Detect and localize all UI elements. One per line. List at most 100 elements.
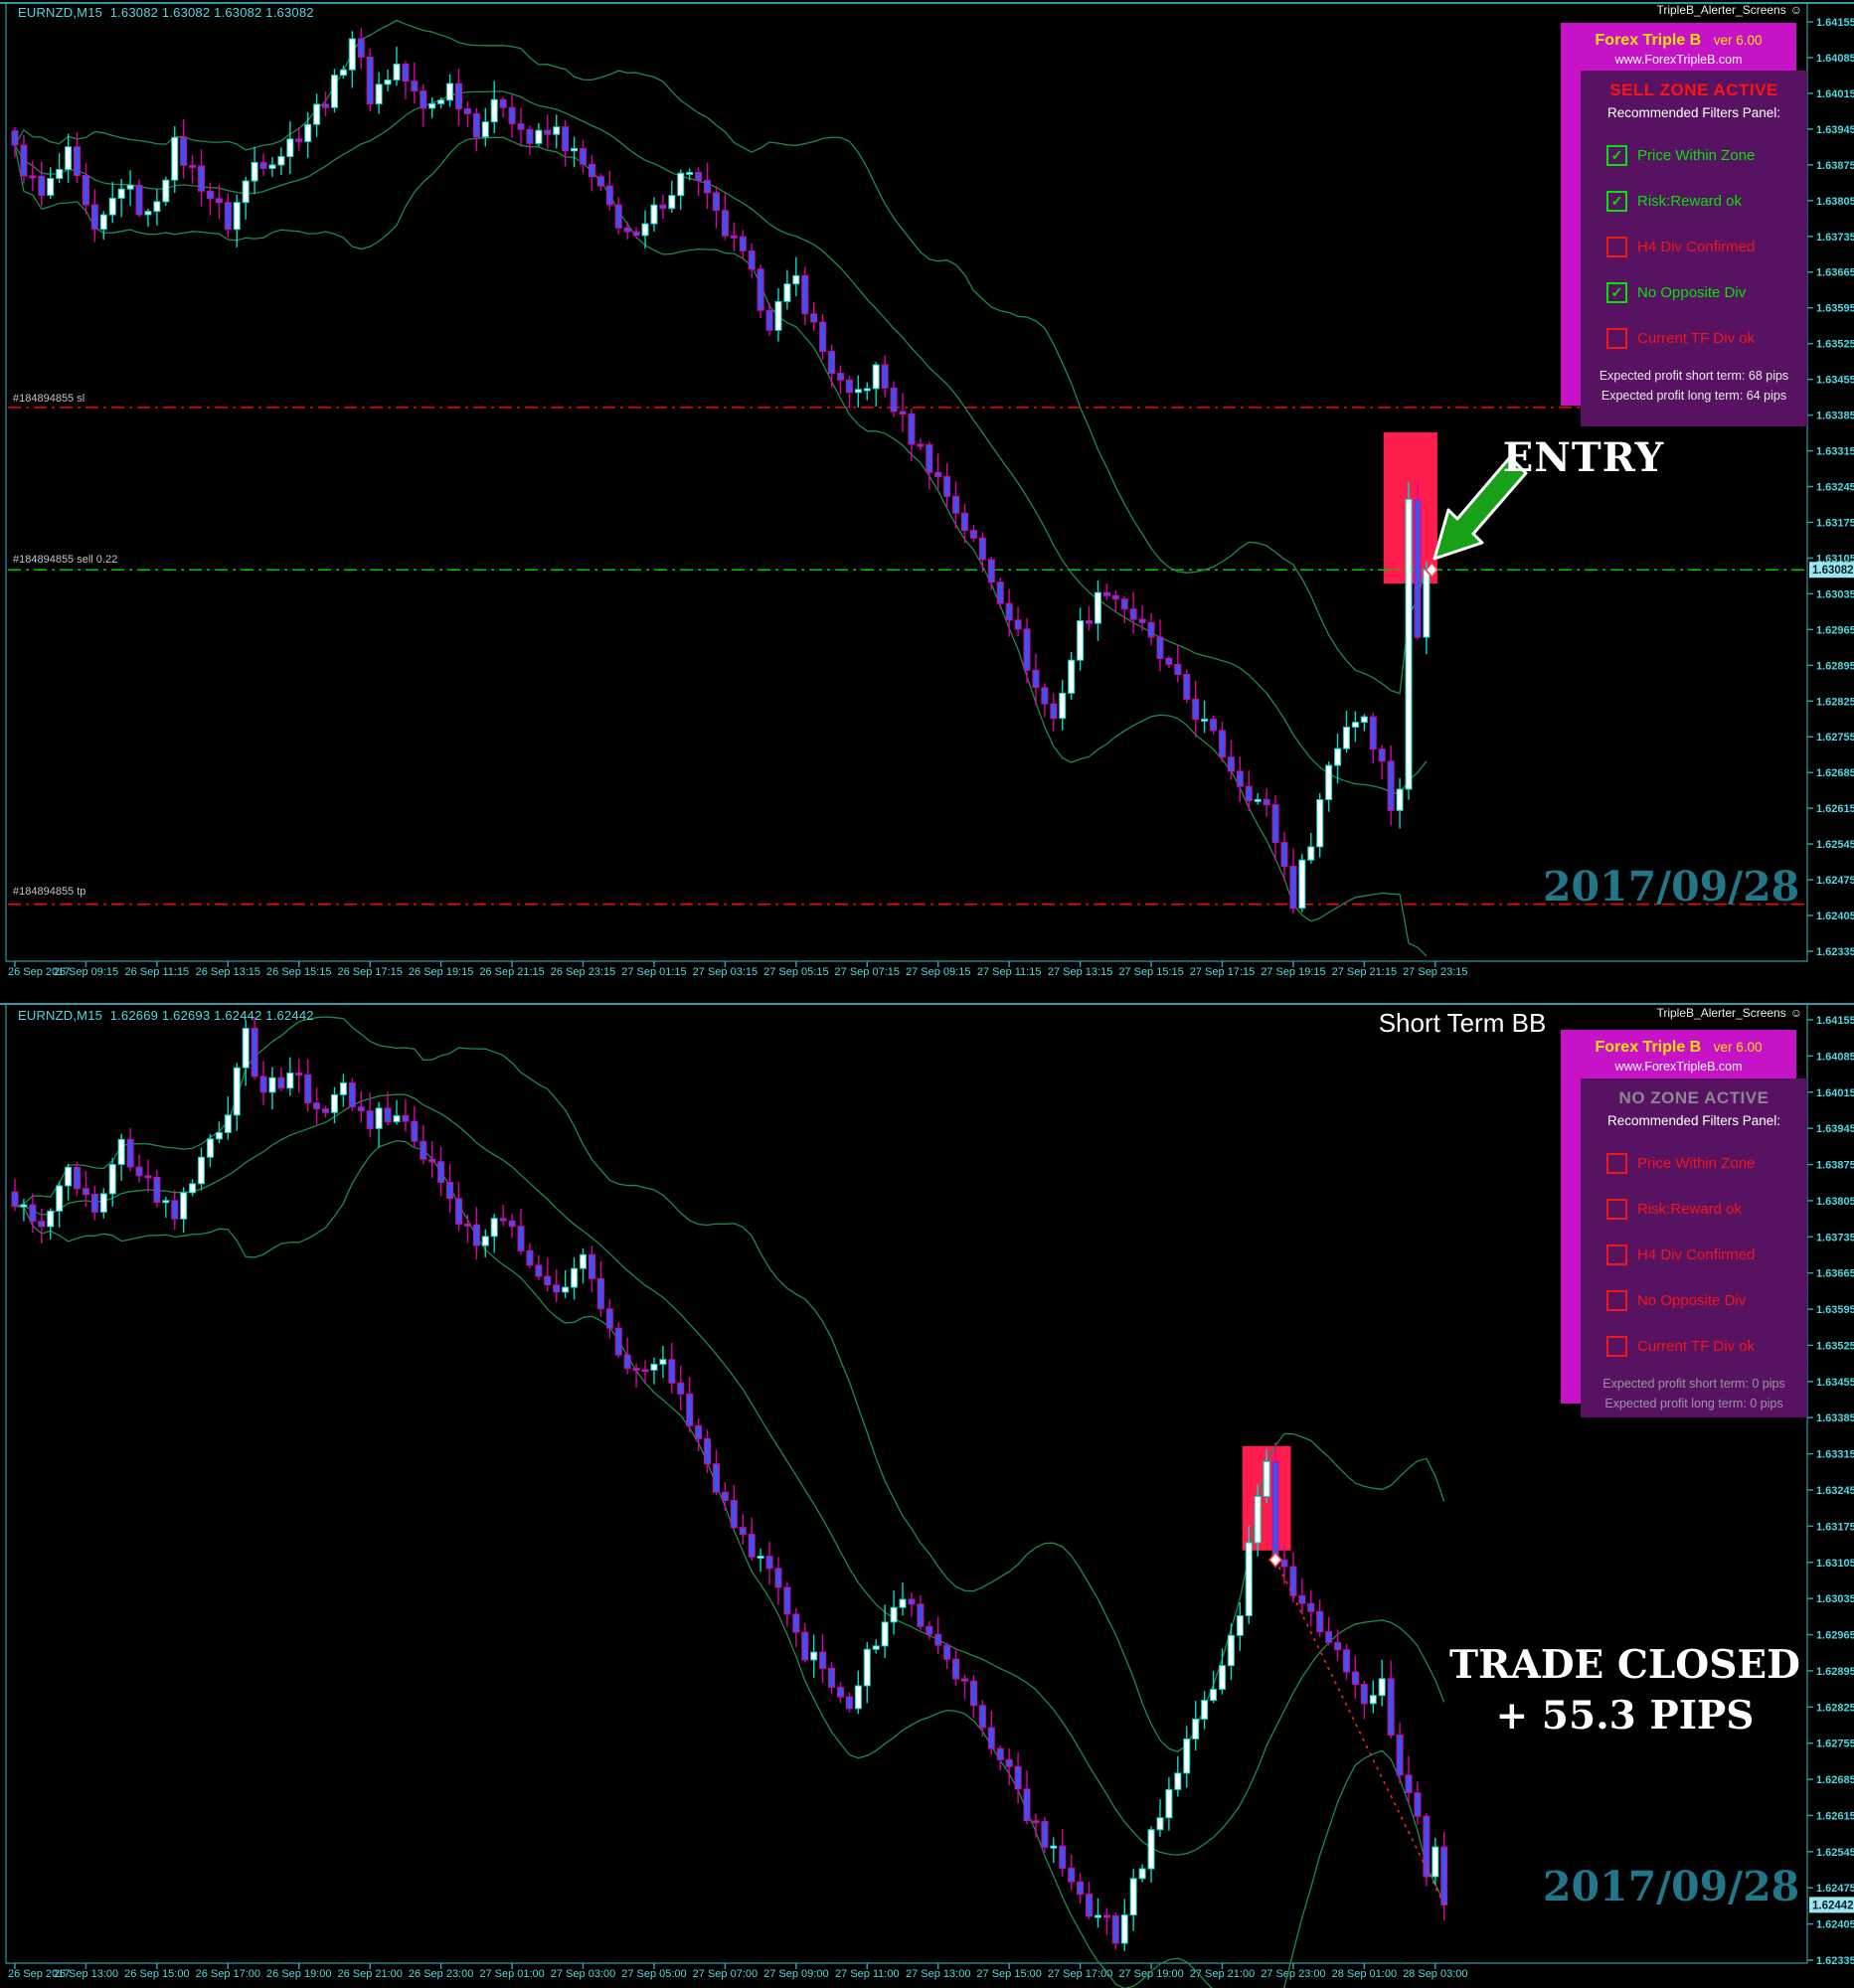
price-tick-label: 1.63945 (1816, 124, 1854, 136)
checkbox-icon[interactable] (1606, 236, 1627, 257)
candle (135, 1166, 143, 1177)
candle (224, 202, 232, 231)
candle (1050, 703, 1058, 720)
filter-risk-reward[interactable]: Risk:Reward ok (1606, 1186, 1807, 1232)
candle (1059, 692, 1067, 720)
candle (1378, 748, 1386, 762)
filters-heading: Recommended Filters Panel: (1606, 1113, 1781, 1128)
candle (428, 102, 436, 109)
time-tick-label: 26 Sep 2017 (8, 1968, 70, 1980)
time-tick-label: 26 Sep 19:15 (409, 966, 473, 978)
filter-no-opposite-div[interactable]: No Opposite Div (1606, 1277, 1807, 1323)
time-tick-label: 27 Sep 09:00 (763, 1968, 828, 1980)
candle (659, 204, 667, 210)
price-tick-label: 1.62405 (1816, 1919, 1854, 1931)
candle (233, 1067, 241, 1116)
checkbox-icon[interactable]: ✓ (1606, 281, 1627, 303)
filter-risk-reward[interactable]: ✓ Risk:Reward ok (1606, 178, 1807, 224)
closed-trade-line[interactable] (1274, 1559, 1445, 1905)
candle (393, 1114, 401, 1123)
candle (526, 128, 534, 144)
candle (1147, 621, 1155, 638)
candle (961, 512, 969, 532)
candle (952, 495, 960, 514)
candle (1032, 669, 1040, 689)
candle (526, 1249, 534, 1266)
filter-price-within-zone[interactable]: Price Within Zone (1606, 1140, 1807, 1186)
time-tick-label: 26 Sep 2017 (8, 966, 70, 978)
candle (987, 559, 995, 583)
time-tick-label: 27 Sep 13:15 (1048, 966, 1112, 978)
candle (348, 1081, 356, 1108)
filter-h4-div[interactable]: H4 Div Confirmed (1606, 224, 1807, 269)
candle (90, 204, 98, 231)
candle (1041, 1821, 1049, 1848)
price-tick-label: 1.63455 (1816, 375, 1854, 387)
trade-marker-diamond[interactable] (1425, 562, 1439, 579)
candle (1129, 608, 1137, 620)
checkbox-icon[interactable] (1606, 1335, 1627, 1357)
date-stamp-top: 2017/09/28 (1543, 863, 1800, 911)
candle (437, 99, 445, 104)
candle (553, 1284, 561, 1293)
filter-h4-div[interactable]: H4 Div Confirmed (1606, 1232, 1807, 1277)
candle (1263, 1460, 1270, 1498)
trade-marker-diamond[interactable] (1268, 1551, 1283, 1569)
checkbox-icon[interactable] (1606, 1152, 1627, 1174)
candle (322, 103, 330, 108)
checkbox-icon[interactable] (1606, 1243, 1627, 1265)
candle (1405, 498, 1413, 790)
candle (819, 321, 827, 353)
expected-profit-long: Expected profit long term: 64 pips (1601, 389, 1787, 403)
candle (943, 476, 951, 497)
candle (1378, 1678, 1386, 1697)
price-tick-label: 1.63665 (1816, 1268, 1854, 1280)
short-term-bb-label: Short Term BB (1378, 1008, 1547, 1038)
filter-current-tf-div[interactable]: Current TF Div ok (1606, 1323, 1807, 1369)
checkbox-icon[interactable] (1606, 327, 1627, 349)
price-tick-label: 1.64015 (1816, 1087, 1854, 1099)
candle (1183, 673, 1191, 700)
candle (1298, 1594, 1306, 1604)
candle (420, 1140, 427, 1160)
price-tick-label: 1.64085 (1816, 53, 1854, 65)
filters-heading: Recommended Filters Panel: (1606, 105, 1781, 120)
candle (481, 1236, 489, 1246)
candle (1192, 1718, 1200, 1740)
candle (117, 1138, 125, 1166)
filter-current-tf-div[interactable]: Current TF Div ok (1606, 315, 1807, 361)
filter-no-opposite-div[interactable]: ✓ No Opposite Div (1606, 269, 1807, 315)
candle (233, 202, 241, 231)
candle (1343, 727, 1350, 749)
candle (801, 274, 809, 315)
candle (908, 1598, 916, 1605)
candle (650, 1363, 658, 1371)
panel-website-link[interactable]: www.ForexTripleB.com (1614, 1060, 1743, 1074)
take-profit-line-label: #184894855 tp (13, 886, 86, 898)
price-tick-label: 1.63315 (1816, 446, 1854, 458)
candle (38, 1221, 46, 1228)
candle (215, 1131, 223, 1140)
checkbox-icon[interactable]: ✓ (1606, 190, 1627, 212)
candle (463, 107, 471, 114)
candle (836, 373, 844, 381)
checkbox-icon[interactable]: ✓ (1606, 144, 1627, 166)
checkbox-icon[interactable] (1606, 1198, 1627, 1220)
candle (330, 1093, 338, 1113)
checkbox-icon[interactable] (1606, 1289, 1627, 1311)
chart-title-top: EURNZD,M15 1.63082 1.63082 1.63082 1.630… (18, 5, 314, 20)
candle (553, 126, 561, 135)
candle (1369, 716, 1377, 750)
filter-label: Risk:Reward ok (1637, 192, 1743, 210)
candle (704, 179, 712, 194)
time-tick-label: 26 Sep 15:15 (266, 966, 331, 978)
candle (1396, 788, 1404, 811)
panel-website-link[interactable]: www.ForexTripleB.com (1614, 53, 1743, 67)
candle (677, 172, 685, 197)
candle (1236, 770, 1244, 787)
candle (952, 1658, 960, 1680)
alerter-name: TripleB_Alerter_Screens (1656, 3, 1786, 17)
candle (1423, 569, 1431, 638)
filter-price-within-zone[interactable]: ✓ Price Within Zone (1606, 132, 1807, 178)
